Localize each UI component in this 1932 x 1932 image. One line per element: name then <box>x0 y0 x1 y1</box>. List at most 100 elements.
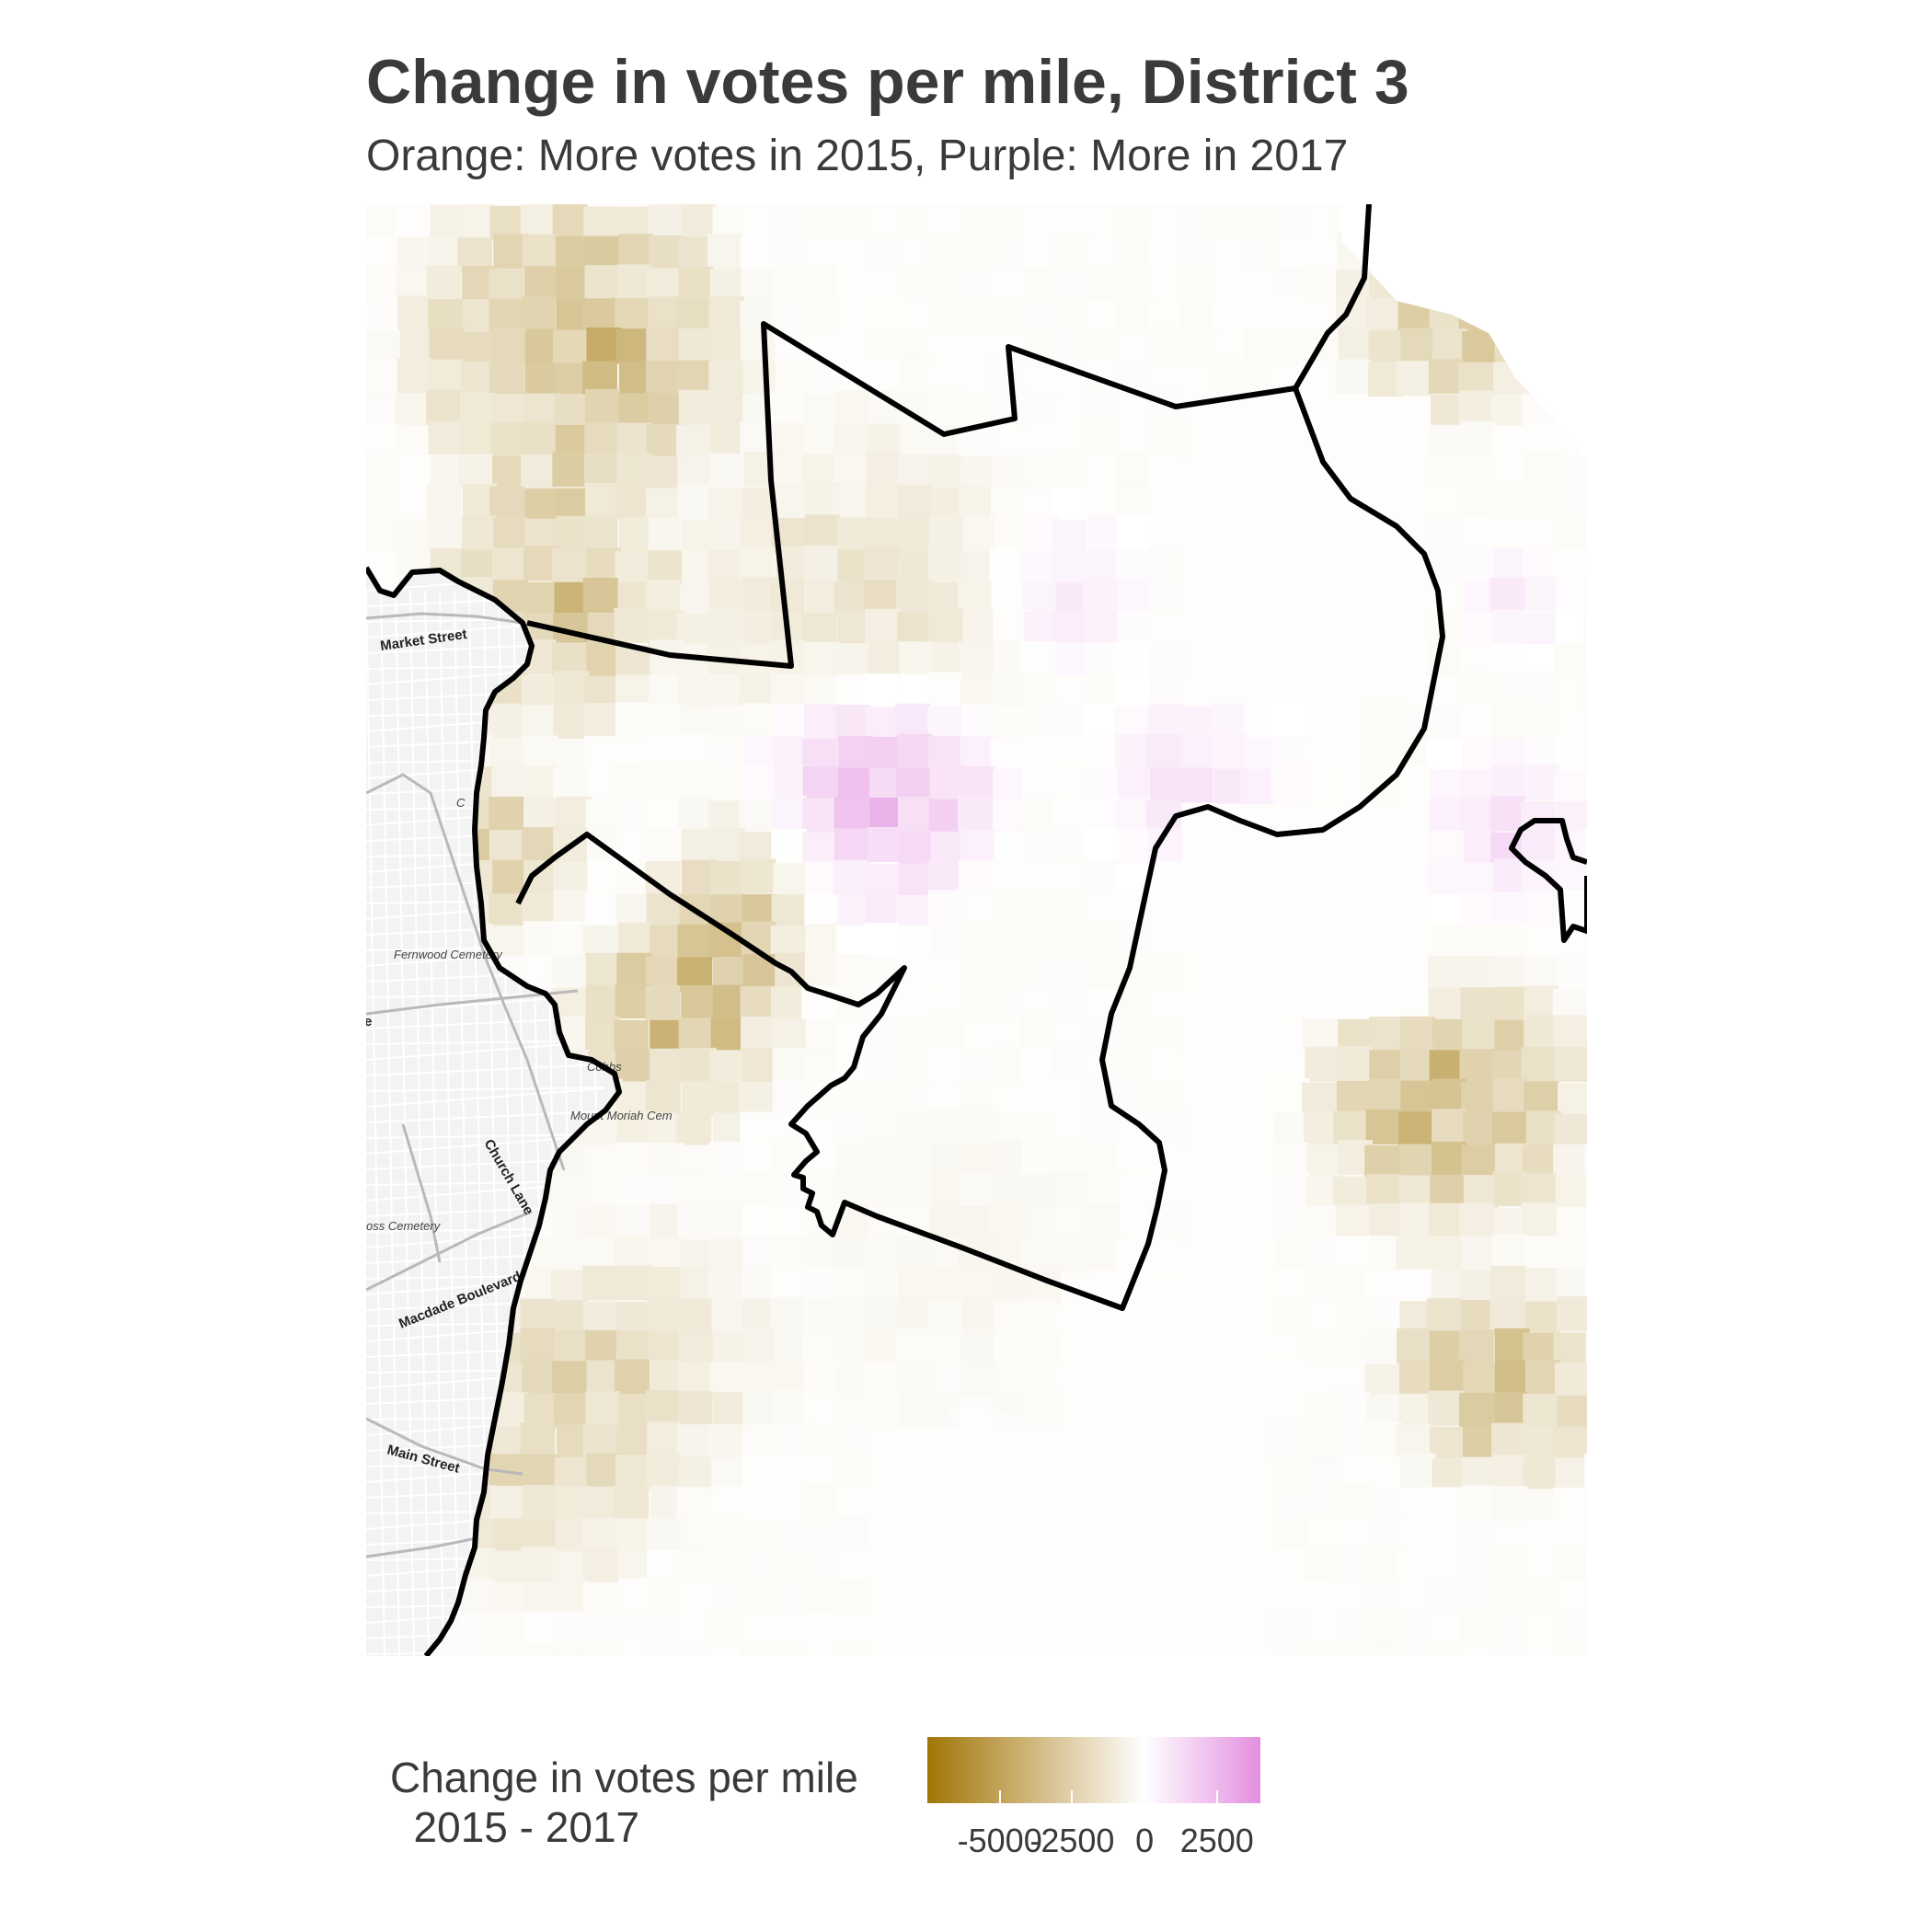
vote-change-block <box>927 233 963 269</box>
vote-change-block <box>709 1050 745 1086</box>
vote-change-block <box>585 389 621 424</box>
vote-change-block <box>1397 1578 1432 1614</box>
vote-change-block <box>1459 1270 1495 1305</box>
vote-change-block <box>1399 1360 1435 1396</box>
map-canvas: Market Street Fernwood Cemetery Cobbs Mo… <box>366 204 1587 1656</box>
vote-change-block <box>1492 1609 1528 1645</box>
vote-change-block <box>739 672 775 707</box>
vote-change-block <box>1145 985 1181 1021</box>
vote-change-block <box>1369 1017 1405 1052</box>
vote-change-block <box>1021 1015 1056 1051</box>
vote-change-block <box>585 984 621 1020</box>
vote-change-block <box>397 454 433 490</box>
basemap-street <box>366 1110 606 1123</box>
vote-change-block <box>962 233 998 269</box>
vote-change-block <box>1147 925 1183 960</box>
vote-change-block <box>1557 456 1587 492</box>
vote-change-block <box>927 1331 963 1367</box>
district-boundary-east <box>1293 204 1372 390</box>
vote-change-block <box>585 891 621 927</box>
vote-change-block <box>896 580 932 615</box>
vote-change-block <box>1585 1332 1587 1368</box>
vote-change-block <box>587 858 623 893</box>
vote-change-block <box>834 1328 869 1364</box>
vote-change-block <box>772 1047 808 1083</box>
vote-change-block <box>1145 1080 1181 1116</box>
vote-change-block <box>677 673 713 709</box>
vote-change-block <box>1556 610 1587 646</box>
vote-change-block <box>1118 767 1154 803</box>
vote-change-block <box>676 1202 712 1238</box>
vote-change-block <box>771 267 807 303</box>
vote-change-block <box>1399 1047 1435 1083</box>
vote-change-block <box>1556 577 1587 613</box>
vote-change-block <box>1179 266 1213 302</box>
vote-change-block <box>897 733 933 769</box>
vote-change-block <box>1117 452 1152 488</box>
vote-change-block <box>1432 328 1467 364</box>
vote-change-block <box>803 424 839 460</box>
vote-change-block <box>897 454 933 490</box>
vote-change-block <box>989 264 1025 300</box>
vote-change-block <box>801 233 837 269</box>
vote-change-block <box>1119 329 1155 365</box>
vote-change-block <box>1273 1206 1309 1242</box>
vote-change-block <box>1554 1113 1587 1149</box>
vote-change-block <box>1523 1612 1558 1647</box>
vote-change-block <box>926 672 962 707</box>
vote-change-block <box>522 1359 558 1395</box>
vote-change-block <box>1052 1109 1087 1144</box>
vote-change-block <box>801 1328 837 1364</box>
vote-change-block <box>1115 798 1151 834</box>
vote-change-block <box>804 1361 840 1397</box>
vote-change-block <box>929 1109 965 1144</box>
vote-change-block <box>489 703 525 739</box>
vote-change-block <box>1020 1236 1055 1271</box>
vote-change-block <box>928 546 963 581</box>
vote-change-block <box>994 517 1029 553</box>
vote-change-block <box>1458 390 1494 426</box>
vote-change-block <box>1555 673 1587 708</box>
vote-change-block <box>647 1642 683 1656</box>
vote-change-block <box>708 361 744 397</box>
vote-change-block <box>678 705 714 741</box>
vote-change-block <box>711 1457 747 1493</box>
vote-change-block <box>960 952 995 988</box>
vote-change-block <box>1585 516 1587 552</box>
vote-change-block <box>804 893 840 929</box>
vote-change-block <box>928 454 964 490</box>
vote-change-block <box>490 1643 526 1656</box>
vote-change-block <box>865 484 901 519</box>
vote-change-block <box>1055 1207 1091 1243</box>
vote-change-block <box>1489 796 1525 832</box>
vote-change-block <box>960 550 995 586</box>
vote-change-block <box>1365 1328 1401 1363</box>
vote-change-block <box>1427 862 1463 897</box>
vote-change-block <box>523 266 559 302</box>
vote-change-block <box>836 1081 872 1117</box>
vote-change-block <box>368 298 404 334</box>
basemap-street <box>439 590 459 1656</box>
vote-change-block <box>1583 671 1587 707</box>
vote-change-block <box>551 1270 587 1305</box>
vote-change-block <box>1020 925 1056 960</box>
vote-change-block <box>897 296 933 332</box>
vote-change-block <box>993 609 1029 645</box>
vote-change-block <box>1147 453 1183 489</box>
vote-change-block <box>1145 733 1181 769</box>
vote-change-block <box>489 486 525 522</box>
vote-change-block <box>801 298 837 334</box>
vote-change-block <box>428 420 464 456</box>
vote-change-block <box>1552 1547 1587 1582</box>
vote-change-block <box>1273 1390 1309 1426</box>
vote-change-block <box>897 485 933 521</box>
vote-change-block <box>1429 798 1465 834</box>
vote-change-block <box>772 1609 808 1645</box>
vote-change-block <box>741 1485 776 1521</box>
vote-change-block <box>1461 1547 1497 1583</box>
vote-change-block <box>1115 675 1151 711</box>
vote-change-block <box>582 1643 618 1656</box>
vote-change-block <box>584 422 620 458</box>
vote-change-block <box>1305 234 1340 270</box>
vote-change-block <box>583 702 618 738</box>
